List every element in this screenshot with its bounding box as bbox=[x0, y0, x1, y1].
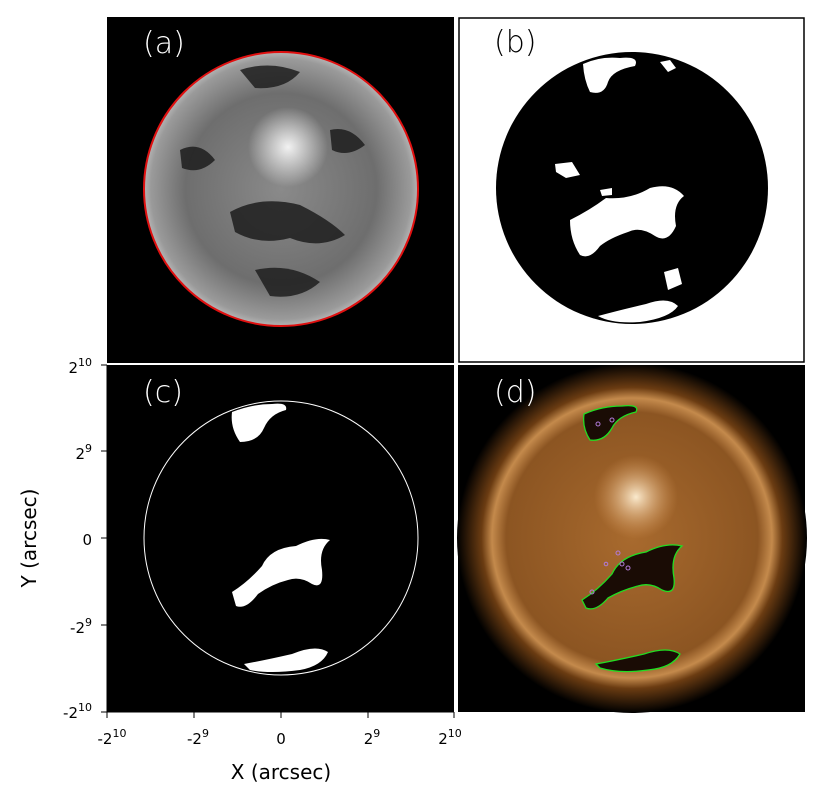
panel-separators bbox=[107, 17, 805, 712]
panel-d: (d) bbox=[457, 363, 807, 713]
axes bbox=[101, 364, 455, 718]
panel-a-active-region bbox=[248, 107, 328, 187]
panel-d-label: (d) bbox=[494, 375, 536, 410]
panel-c-mask-regions bbox=[231, 403, 330, 672]
panel-a-dark-regions bbox=[180, 65, 365, 297]
x-tick-label: 210 bbox=[438, 727, 462, 748]
panel-a-solar-disk bbox=[144, 52, 418, 326]
panel-d-small-features bbox=[589, 417, 631, 595]
panel-c-background bbox=[107, 365, 454, 712]
panel-b-mask-regions bbox=[555, 57, 684, 323]
panel-d-boundary-contours bbox=[581, 404, 684, 673]
panel-b-label: (b) bbox=[494, 25, 536, 60]
panel-c-limb-circle bbox=[143, 400, 419, 676]
panel-d-coronal-holes bbox=[582, 405, 682, 672]
y-tick-label: -210 bbox=[63, 701, 92, 722]
panel-b: (b) bbox=[458, 17, 805, 363]
y-tick-label: 0 bbox=[82, 531, 92, 549]
panel-b-disk-mask bbox=[496, 52, 768, 324]
x-axis-label: X (arcsec) bbox=[231, 760, 331, 784]
y-tick-label: -29 bbox=[70, 616, 92, 637]
panel-a-label: (a) bbox=[143, 26, 185, 61]
y-axis-label: Y (arcsec) bbox=[17, 489, 41, 589]
panel-d-active-region bbox=[594, 455, 678, 539]
x-tick-label: 29 bbox=[364, 727, 381, 748]
x-tick-label: -210 bbox=[98, 727, 127, 748]
panel-a: (a) bbox=[107, 17, 454, 363]
panel-c-label: (c) bbox=[143, 375, 183, 410]
y-tick-label: 210 bbox=[68, 356, 92, 377]
x-tick-label: -29 bbox=[187, 727, 209, 748]
panel-c: (c) bbox=[107, 365, 454, 712]
x-tick-label: 0 bbox=[276, 730, 286, 748]
y-tick-label: 29 bbox=[75, 442, 92, 463]
panel-a-limb-contour bbox=[143, 51, 419, 327]
